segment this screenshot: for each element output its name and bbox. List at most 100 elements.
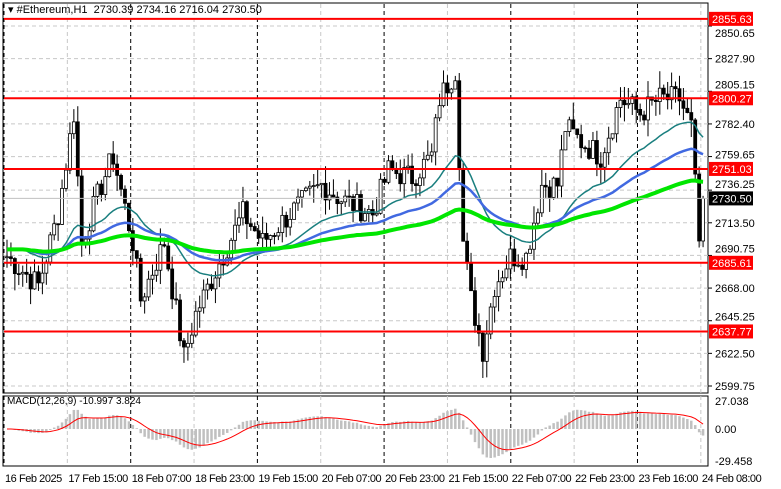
candle-body: [107, 153, 112, 178]
candle-body: [587, 147, 591, 159]
candle-body: [697, 173, 702, 242]
macd-histogram: [9, 408, 705, 458]
candle-body: [437, 105, 442, 119]
candle-body: [646, 96, 650, 121]
candle-body: [665, 93, 670, 101]
candle-body: [626, 102, 631, 106]
candle-body: [52, 223, 57, 236]
level-label: 2855.63: [712, 14, 752, 26]
candle-body: [303, 187, 308, 192]
candle-body: [237, 217, 241, 226]
candle-body: [150, 274, 155, 280]
candle-body: [528, 248, 532, 254]
ma-fast-line: [7, 121, 704, 277]
candle-body: [661, 87, 666, 95]
candle-body: [653, 99, 658, 102]
candle-body: [563, 131, 568, 151]
level-label-bg: [709, 11, 753, 26]
candle-body: [193, 310, 198, 336]
candle-body: [591, 140, 595, 159]
candle-body: [111, 153, 116, 165]
level-label-bg: [709, 324, 753, 339]
candle-body: [657, 87, 662, 102]
candle-body: [402, 167, 407, 185]
candle-body: [539, 184, 544, 214]
candle-body: [532, 222, 536, 250]
candle-body: [158, 244, 163, 271]
current-price-bg: [709, 191, 753, 206]
candle-body: [689, 112, 694, 121]
candle-body: [241, 201, 245, 219]
candle-body: [516, 264, 521, 267]
candle-body: [606, 137, 611, 154]
candle-body: [673, 86, 678, 90]
macd-tick-label: -29.458: [715, 456, 752, 468]
candles: [5, 70, 705, 378]
candle-body: [221, 263, 226, 266]
candle-body: [315, 184, 320, 187]
candle-body: [201, 289, 206, 309]
candle-body: [178, 299, 182, 342]
candle-body: [351, 196, 355, 211]
candle-body: [339, 201, 344, 204]
candle-body: [500, 277, 505, 283]
candle-body: [535, 212, 540, 224]
candle-body: [610, 133, 615, 139]
time-label: 21 Feb 15:00: [448, 473, 508, 485]
candle-body: [359, 194, 363, 222]
ma-mid-line: [7, 147, 704, 262]
candle-body: [677, 88, 682, 102]
candle-body: [189, 334, 194, 344]
candle-body: [669, 86, 674, 101]
candle-body: [618, 99, 623, 108]
price-tick-label: 2827.90: [715, 54, 755, 66]
candle-body: [311, 185, 316, 187]
candle-body: [162, 244, 167, 247]
candle-body: [123, 188, 127, 204]
candle-body: [48, 234, 53, 263]
candle-body: [103, 176, 108, 195]
price-tick-label: 2759.65: [715, 150, 755, 162]
candle-body: [60, 187, 64, 225]
candle-body: [288, 218, 293, 228]
price-tick-label: 2713.50: [715, 218, 755, 230]
candle-body: [362, 213, 367, 222]
level-label: 2685.61: [712, 258, 752, 270]
candle-body: [355, 194, 359, 211]
price-tick-label: 2850.65: [715, 28, 755, 40]
candle-body: [693, 119, 698, 175]
candle-body: [335, 196, 340, 204]
candle-body: [296, 196, 300, 204]
candle-body: [209, 283, 214, 290]
candle-body: [142, 296, 147, 302]
candle-body: [512, 248, 517, 267]
candle-body: [185, 342, 190, 348]
level-label: 2751.03: [712, 164, 752, 176]
candle-body: [504, 268, 509, 279]
candle-body: [119, 174, 123, 190]
candle-body: [16, 273, 21, 276]
time-label: 22 Feb 07:00: [512, 473, 572, 485]
candle-body: [233, 224, 237, 241]
candle-body: [347, 195, 352, 198]
candle-body: [378, 178, 383, 214]
candle-body: [307, 185, 312, 189]
candle-body: [197, 307, 202, 312]
candle-body: [477, 325, 481, 334]
candle-body: [217, 263, 222, 279]
candle-body: [146, 278, 151, 298]
candle-body: [292, 202, 296, 220]
candle-body: [614, 107, 619, 135]
candle-body: [449, 88, 454, 94]
candle-body: [579, 134, 584, 149]
candle-body: [398, 173, 403, 185]
time-label: 23 Feb 16:00: [638, 473, 698, 485]
candle-body: [630, 96, 635, 104]
candle-body: [681, 100, 686, 109]
candle-body: [244, 201, 249, 225]
candle-body: [252, 226, 257, 232]
candle-body: [567, 119, 572, 132]
price-tick-label: 2690.75: [715, 243, 755, 255]
candle-body: [473, 290, 477, 326]
